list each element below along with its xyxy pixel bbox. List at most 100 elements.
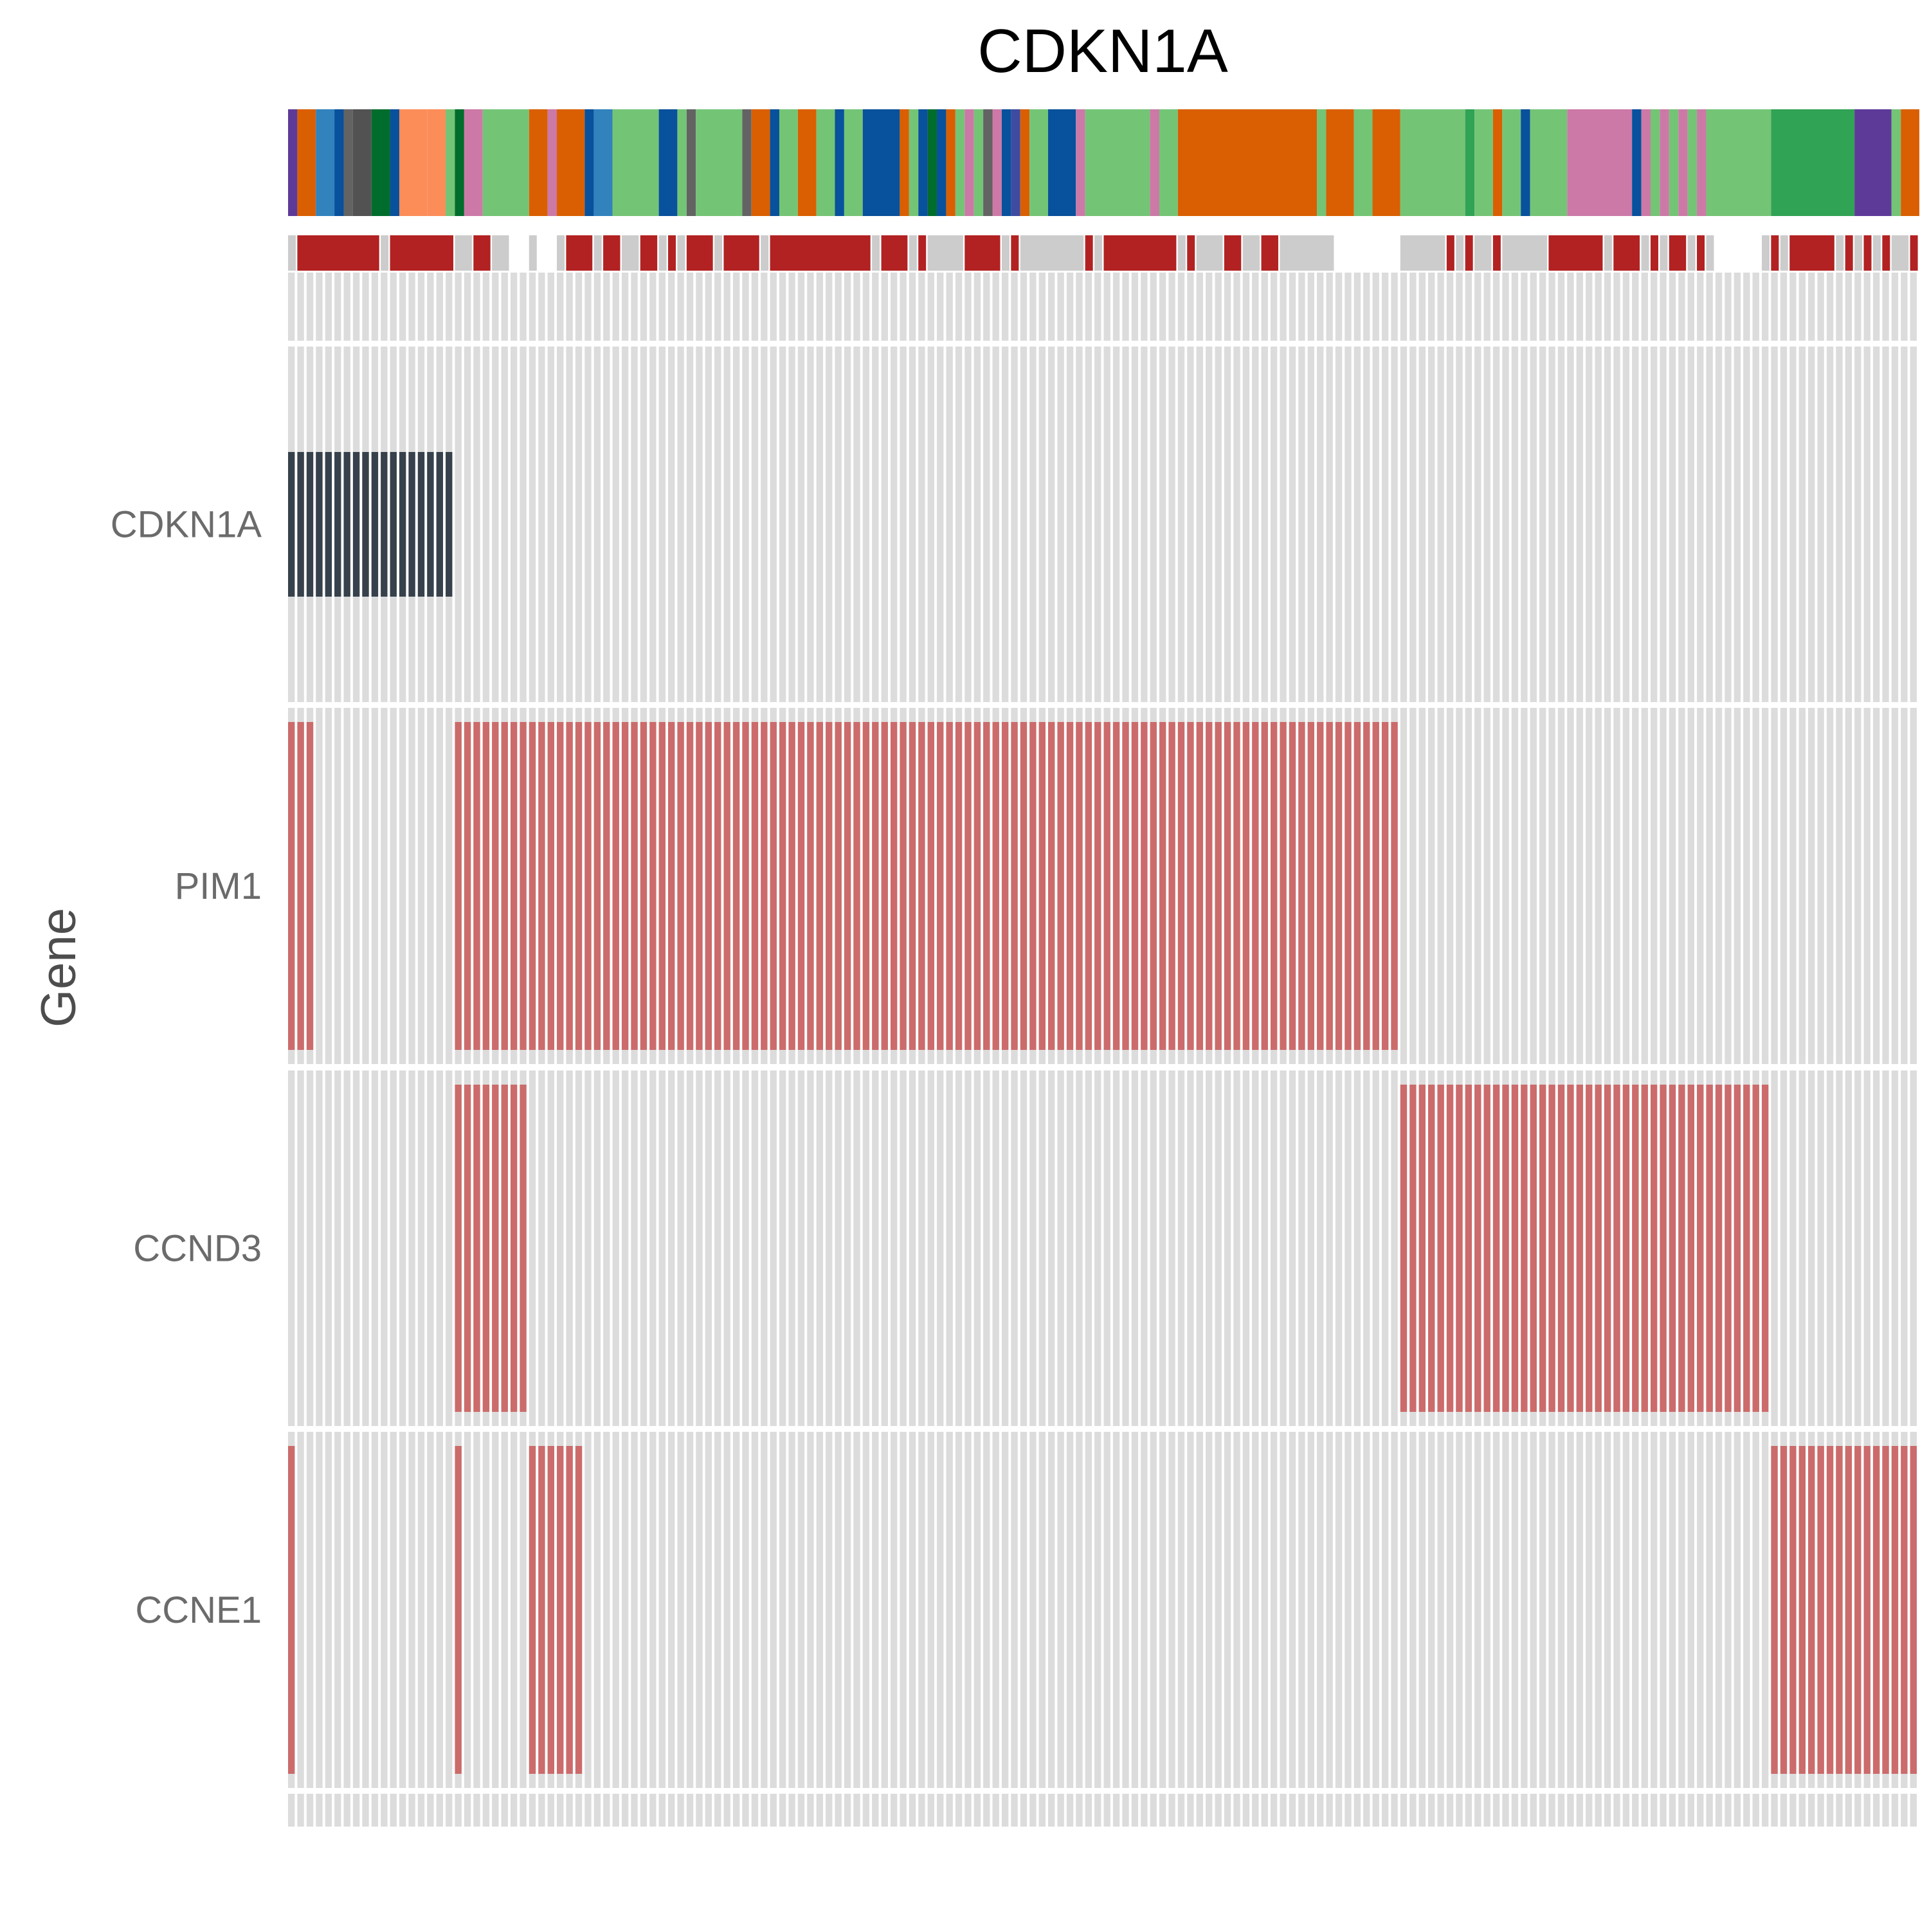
background-cell (714, 1070, 721, 1426)
background-cell (297, 1432, 304, 1788)
background-cell (1038, 347, 1046, 702)
status-segment (1196, 235, 1223, 271)
background-cell (1252, 1070, 1259, 1426)
status-segment (964, 235, 1001, 271)
background-cell (399, 273, 406, 341)
background-cell (974, 1070, 981, 1426)
background-cell (1381, 1794, 1389, 1827)
background-cell (1557, 347, 1565, 702)
alteration-cell (1826, 1446, 1834, 1774)
annotation-segment (288, 109, 298, 216)
background-cell (1530, 347, 1537, 702)
background-cell (1595, 347, 1602, 702)
background-cell (593, 1070, 601, 1426)
background-cell (1233, 1070, 1240, 1426)
background-cell (1845, 708, 1852, 1064)
alteration-cell (1706, 1085, 1713, 1412)
background-cell (390, 1432, 397, 1788)
background-cell (723, 347, 730, 702)
background-cell (1029, 1794, 1037, 1827)
background-cell (1780, 1070, 1788, 1426)
background-cell (1687, 1432, 1695, 1788)
background-cell (1372, 1070, 1379, 1426)
background-cell (658, 1432, 666, 1788)
status-segment (1548, 235, 1603, 271)
annotation-segment (946, 109, 955, 216)
background-cell (612, 1070, 619, 1426)
annotation-segment (1150, 109, 1159, 216)
background-cell (1743, 273, 1750, 341)
background-cell (714, 347, 721, 702)
background-cell (1233, 1794, 1240, 1827)
background-cell (306, 1432, 314, 1788)
alteration-cell (612, 722, 619, 1050)
background-cell (1354, 1432, 1361, 1788)
background-cell (1418, 347, 1426, 702)
alteration-cell (1780, 1446, 1788, 1774)
background-cell (1141, 347, 1148, 702)
background-cell (1882, 347, 1889, 702)
background-cell (732, 273, 740, 341)
background-cell (761, 1432, 768, 1788)
background-cell (1437, 1432, 1444, 1788)
annotation-segment (482, 109, 529, 216)
background-cell (1752, 347, 1759, 702)
alteration-cell (1326, 722, 1333, 1050)
background-cell (1910, 708, 1917, 1064)
background-cell (1150, 1794, 1157, 1827)
background-cell (1363, 1432, 1370, 1788)
background-cell (788, 1070, 795, 1426)
background-cell (1122, 347, 1129, 702)
background-cell (1836, 708, 1843, 1064)
background-cell (1492, 1794, 1500, 1827)
alteration-cell (566, 722, 573, 1050)
background-cell (1242, 1794, 1250, 1827)
background-cell (1270, 1432, 1278, 1788)
background-cell (1836, 347, 1843, 702)
annotation-segment (1678, 109, 1688, 216)
background-cell (1270, 1794, 1278, 1827)
background-cell (714, 1794, 721, 1827)
alteration-cell (501, 1085, 508, 1412)
background-cell (1029, 347, 1037, 702)
annotation-segment (1521, 109, 1530, 216)
background-cell (1557, 708, 1565, 1064)
background-cell (1650, 1794, 1658, 1827)
background-cell (881, 273, 888, 341)
alteration-cell (1076, 722, 1083, 1050)
alteration-cell (723, 722, 730, 1050)
alteration-cell (1057, 722, 1064, 1050)
background-cell (436, 1070, 444, 1426)
background-cell (501, 1794, 508, 1827)
background-cell (797, 1794, 805, 1827)
background-cell (1400, 708, 1408, 1064)
background-cell (826, 1794, 833, 1827)
background-cell (1029, 1432, 1037, 1788)
background-cell (1094, 273, 1101, 341)
alteration-cell (918, 722, 925, 1050)
background-cell (566, 347, 573, 702)
background-cell (1280, 347, 1287, 702)
alteration-cell (909, 722, 916, 1050)
background-cell (890, 347, 898, 702)
alteration-cell (1242, 722, 1250, 1050)
background-cell (1066, 273, 1074, 341)
alteration-cell (1456, 1085, 1463, 1412)
status-segment (1242, 235, 1260, 271)
background-cell (788, 273, 795, 341)
background-cell (1335, 273, 1343, 341)
background-cell (751, 1070, 759, 1426)
background-cell (1854, 347, 1861, 702)
background-cell (826, 347, 833, 702)
annotation-segment (334, 109, 344, 216)
alteration-cell (649, 722, 657, 1050)
background-cell (797, 347, 805, 702)
background-cell (343, 273, 350, 341)
background-cell (288, 273, 295, 341)
annotation-segment (446, 109, 455, 216)
background-cell (1335, 1432, 1343, 1788)
background-cell (1492, 1432, 1500, 1788)
alteration-cell (446, 452, 453, 597)
background-cell (1437, 1794, 1444, 1827)
background-cell (761, 273, 768, 341)
